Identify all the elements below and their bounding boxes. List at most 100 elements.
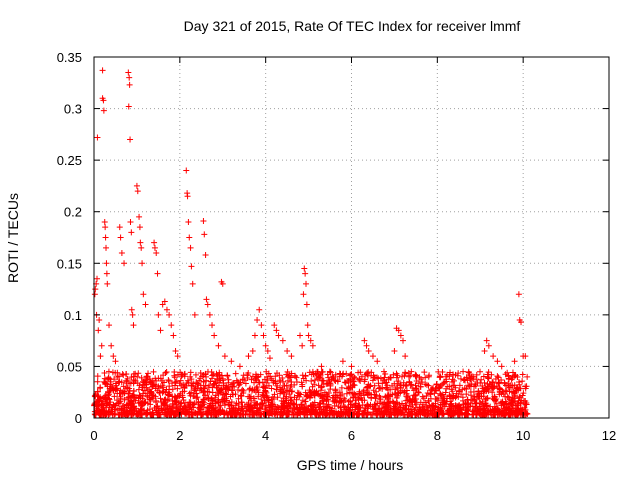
baseline-point	[220, 382, 227, 389]
baseline-point	[415, 389, 422, 396]
gridlines	[94, 57, 609, 418]
data-point	[397, 332, 404, 339]
baseline-point	[391, 390, 398, 397]
baseline-point	[436, 385, 443, 392]
data-point	[361, 337, 368, 344]
baseline-point	[494, 405, 501, 412]
data-point	[151, 244, 158, 251]
data-point	[299, 342, 306, 349]
baseline-point	[210, 371, 217, 378]
baseline-point	[113, 385, 120, 392]
baseline-point	[177, 377, 184, 384]
baseline-point	[143, 411, 150, 418]
baseline-point	[333, 399, 340, 406]
baseline-point	[478, 401, 485, 408]
data-point	[300, 291, 307, 298]
baseline-point	[371, 406, 378, 413]
baseline-point	[101, 370, 108, 377]
data-point	[116, 224, 123, 231]
data-point	[134, 188, 141, 195]
data-point	[206, 311, 213, 318]
baseline-point	[358, 373, 365, 380]
baseline-point	[199, 402, 206, 409]
baseline-point	[453, 402, 460, 409]
baseline-point	[327, 381, 334, 388]
baseline-point	[188, 382, 195, 389]
baseline-point	[146, 376, 153, 383]
baseline-point	[172, 379, 179, 386]
baseline-point	[447, 411, 454, 418]
data-point	[159, 301, 166, 308]
baseline-point	[260, 383, 267, 390]
data-point	[279, 337, 286, 344]
baseline-point	[95, 396, 102, 403]
baseline-point	[225, 376, 232, 383]
baseline-point	[413, 386, 420, 393]
data-point	[100, 107, 107, 114]
baseline-point	[340, 402, 347, 409]
baseline-point	[263, 368, 270, 375]
baseline-point	[189, 382, 196, 389]
baseline-point	[204, 404, 211, 411]
baseline-point	[387, 374, 394, 381]
baseline-point	[94, 373, 101, 380]
x-tick-label: 4	[262, 428, 269, 443]
baseline-point	[493, 383, 500, 390]
baseline-point	[309, 383, 316, 390]
baseline-point	[468, 392, 475, 399]
data-point	[204, 301, 211, 308]
baseline-point	[382, 404, 389, 411]
data-point	[163, 306, 170, 313]
baseline-point	[400, 382, 407, 389]
baseline-point	[166, 383, 173, 390]
data-point	[155, 311, 162, 318]
baseline-point	[496, 388, 503, 395]
baseline-point	[452, 384, 459, 391]
baseline-point	[209, 389, 216, 396]
baseline-point	[382, 370, 389, 377]
baseline-point	[426, 402, 433, 409]
baseline-point	[293, 374, 300, 381]
baseline-point	[130, 370, 137, 377]
baseline-point	[286, 372, 293, 379]
baseline-point	[397, 381, 404, 388]
baseline-point	[293, 378, 300, 385]
baseline-point	[419, 403, 426, 410]
baseline-point	[185, 411, 192, 418]
baseline-point	[372, 401, 379, 408]
baseline-point	[384, 400, 391, 407]
baseline-point	[380, 376, 387, 383]
baseline-point	[218, 386, 225, 393]
baseline-point	[135, 386, 142, 393]
baseline-point	[97, 385, 104, 392]
baseline-point	[216, 369, 223, 376]
baseline-point	[438, 392, 445, 399]
baseline-point	[308, 371, 315, 378]
baseline-point	[338, 384, 345, 391]
data-point	[391, 347, 398, 354]
baseline-point	[431, 390, 438, 397]
data-point	[374, 358, 381, 365]
data-point	[211, 332, 218, 339]
baseline-point	[152, 385, 159, 392]
data-point	[490, 353, 497, 360]
data-point	[275, 332, 282, 339]
baseline-point	[425, 407, 432, 414]
baseline-point	[506, 388, 513, 395]
baseline-point	[168, 410, 175, 417]
baseline-point	[351, 390, 358, 397]
baseline-point	[402, 370, 409, 377]
baseline-point	[207, 378, 214, 385]
baseline-point	[171, 382, 178, 389]
baseline-point	[490, 379, 497, 386]
baseline-point	[272, 373, 279, 380]
baseline-point	[383, 379, 390, 386]
baseline-point	[473, 400, 480, 407]
baseline-point	[248, 405, 255, 412]
baseline-point	[203, 377, 210, 384]
baseline-point	[437, 401, 444, 408]
baseline-point	[481, 387, 488, 394]
baseline-point	[244, 372, 251, 379]
data-point	[202, 252, 209, 259]
